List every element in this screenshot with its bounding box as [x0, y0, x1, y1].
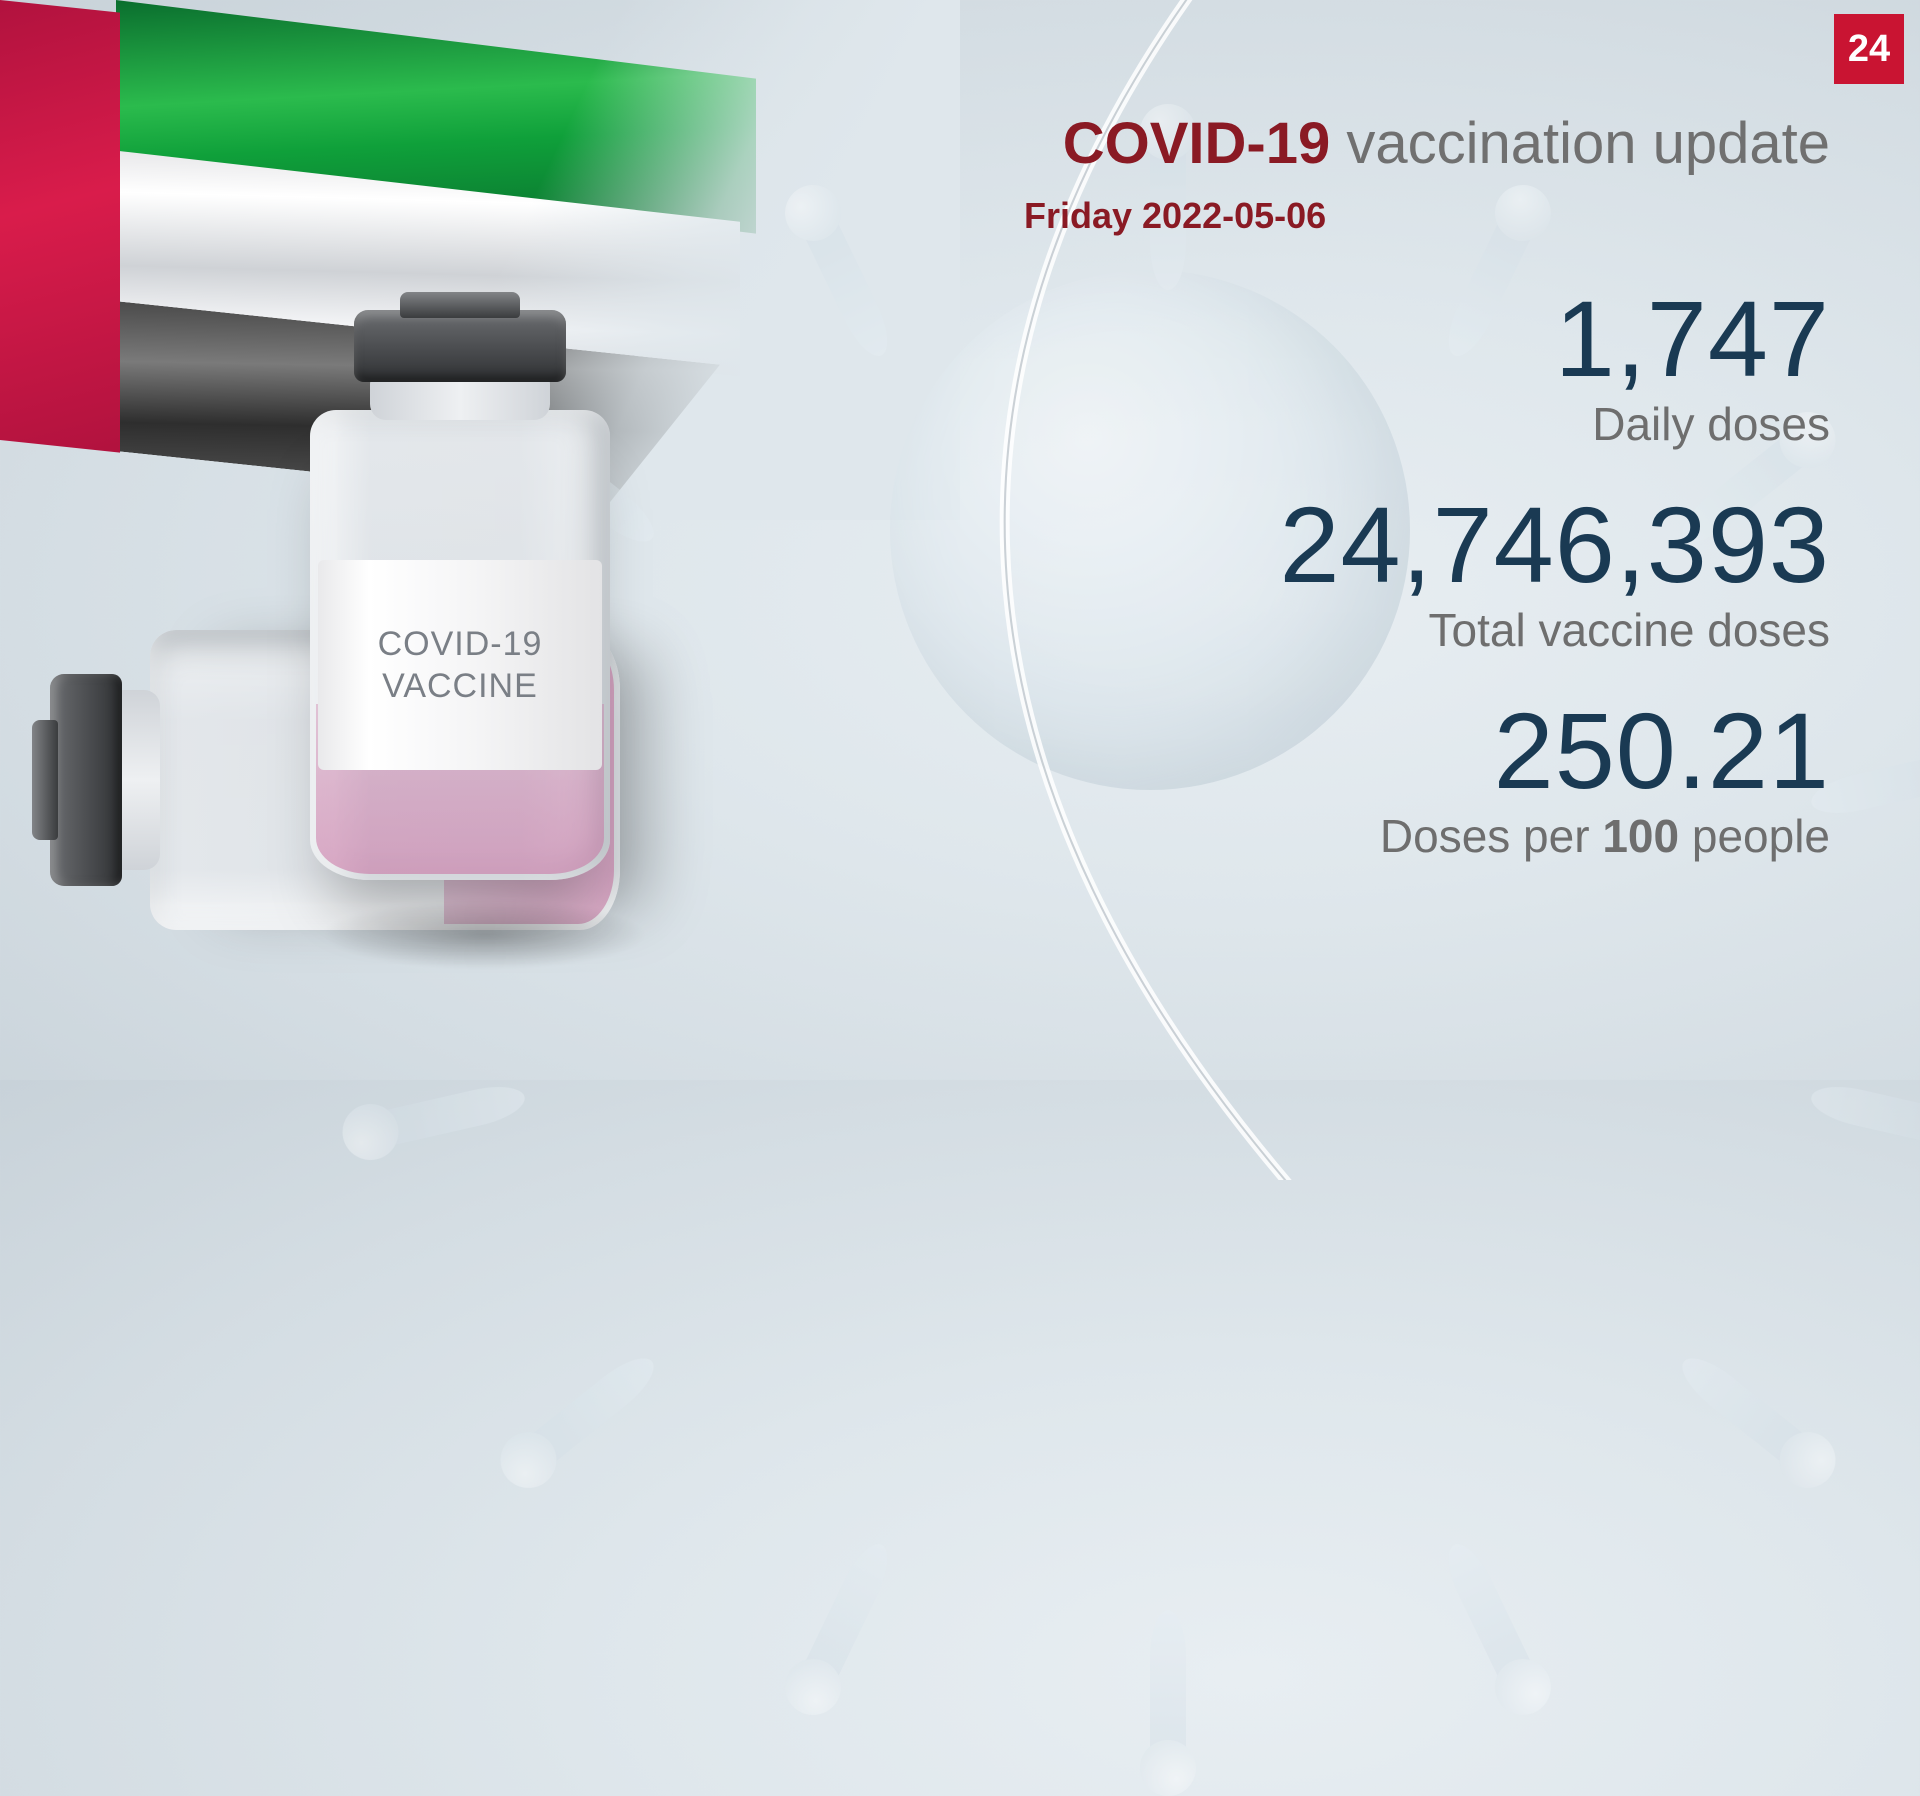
vial-back-cap [50, 674, 122, 886]
stat-doses-per-100: 250.21 Doses per 100 people [1010, 697, 1830, 863]
stat-label-bold: 100 [1602, 810, 1679, 862]
vial-back [80, 630, 320, 930]
virus-spike [1150, 1610, 1186, 1770]
title-suffix: vaccination update [1330, 111, 1830, 176]
vial-front: COVID-19 VACCINE [310, 340, 610, 940]
stat-value: 24,746,393 [1010, 491, 1830, 599]
stat-label: Doses per 100 people [1010, 809, 1830, 863]
headline: COVID-19 vaccination update [1010, 110, 1830, 177]
stat-label: Daily doses [1010, 397, 1830, 451]
stat-label: Total vaccine doses [1010, 603, 1830, 657]
info-panel: COVID-19 vaccination update Friday 2022-… [1010, 110, 1830, 903]
virus-spike [365, 1079, 529, 1150]
stat-value: 250.21 [1010, 697, 1830, 805]
stat-daily-doses: 1,747 Daily doses [1010, 285, 1830, 451]
stat-label-post: people [1679, 810, 1830, 862]
vial-label: COVID-19 VACCINE [318, 560, 602, 770]
virus-spike [1673, 1347, 1821, 1475]
vial-shadow [320, 900, 650, 970]
vial-front-body: COVID-19 VACCINE [310, 410, 610, 880]
stat-label-text: Total vaccine doses [1429, 604, 1830, 656]
virus-spike [516, 1347, 664, 1475]
vial-label-line1: COVID-19 [378, 625, 543, 663]
virus-spike [1438, 1537, 1540, 1697]
badge-text: 24 [1848, 28, 1890, 71]
channel-badge: 24 [1834, 14, 1904, 84]
report-date: Friday 2022-05-06 [1010, 195, 1830, 237]
vial-label-line2: VACCINE [382, 667, 538, 705]
stat-total-doses: 24,746,393 Total vaccine doses [1010, 491, 1830, 657]
virus-spike [1807, 1079, 1920, 1150]
virus-spike [796, 203, 898, 363]
title-prefix: COVID- [1063, 111, 1266, 176]
stat-value: 1,747 [1010, 285, 1830, 393]
title-number: 19 [1266, 111, 1331, 176]
virus-spike [796, 1537, 898, 1697]
vaccine-vials: COVID-19 VACCINE [50, 340, 730, 1060]
vial-front-cap [354, 310, 566, 382]
stat-label-pre: Doses per [1380, 810, 1602, 862]
stat-label-text: Daily doses [1592, 398, 1830, 450]
